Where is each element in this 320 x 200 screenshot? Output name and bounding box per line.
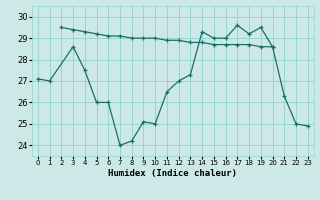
X-axis label: Humidex (Indice chaleur): Humidex (Indice chaleur) <box>108 169 237 178</box>
